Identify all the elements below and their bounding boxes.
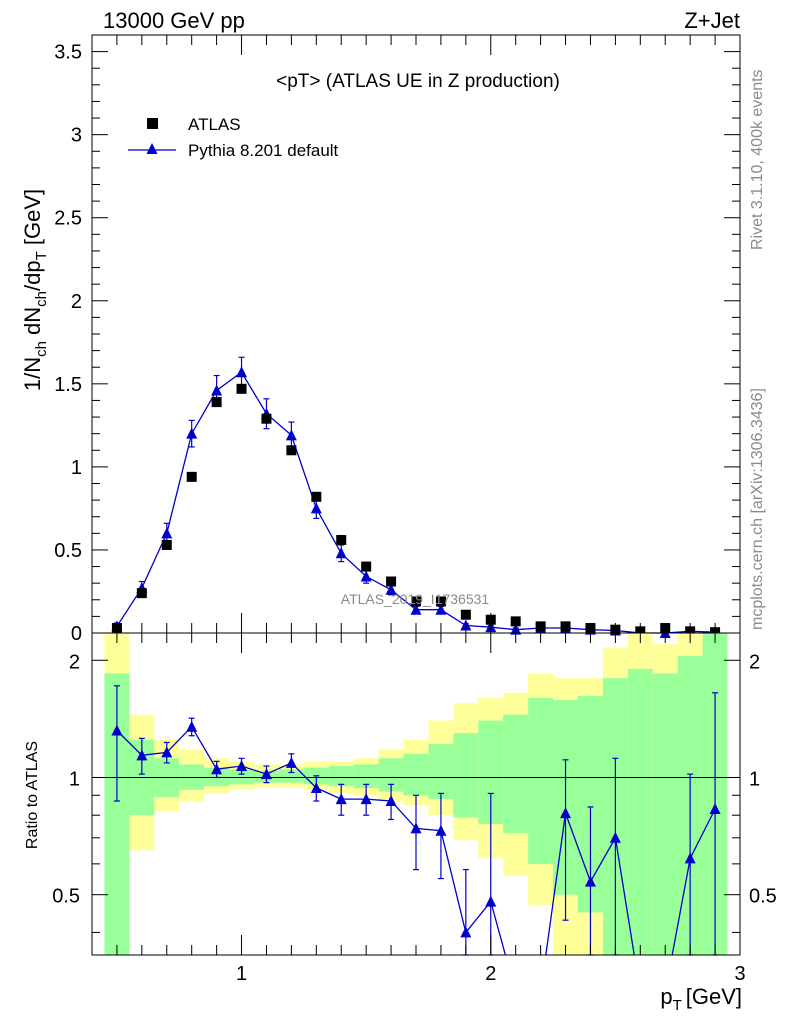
mc-point bbox=[186, 427, 198, 439]
data-point bbox=[261, 413, 272, 424]
header-right-label: Z+Jet bbox=[684, 8, 740, 33]
band-inner bbox=[229, 769, 254, 785]
ratio-tick-label: 1 bbox=[69, 768, 80, 790]
ratio-tick-label-right: 2 bbox=[749, 651, 760, 673]
chart-title: <pT> (ATLAS UE in Z production) bbox=[276, 71, 560, 92]
data-point bbox=[510, 616, 521, 627]
band-inner bbox=[403, 753, 429, 796]
ratio-tick-label-right: 1 bbox=[749, 768, 760, 790]
y-axis-label: 1/Nch dNch/dpT [GeV] bbox=[20, 189, 50, 391]
mc-point bbox=[161, 527, 173, 539]
data-point bbox=[361, 561, 372, 572]
band-inner bbox=[627, 668, 653, 955]
x-tick-label: 2 bbox=[485, 963, 496, 985]
x-tick-label: 1 bbox=[236, 963, 247, 985]
ratio-point bbox=[584, 875, 596, 887]
legend-mc-marker bbox=[146, 143, 158, 154]
ratio-axes bbox=[91, 632, 741, 956]
band-inner bbox=[328, 766, 354, 787]
band-inner bbox=[278, 769, 304, 783]
band-inner bbox=[428, 743, 454, 800]
band-inner bbox=[503, 714, 529, 834]
ratio-point bbox=[136, 749, 148, 761]
header-left-label: 13000 GeV pp bbox=[103, 8, 245, 33]
legend: ATLAS Pythia 8.201 default bbox=[128, 115, 339, 160]
mc-point bbox=[310, 502, 322, 514]
ratio-y-axis-label: Ratio to ATLAS bbox=[24, 741, 41, 849]
ratio-points-group bbox=[111, 685, 721, 956]
mcplots-label: mcplots.cern.ch [arXiv:1306.3436] bbox=[749, 388, 766, 630]
ratio-point bbox=[560, 807, 572, 819]
y-tick-label: 1.5 bbox=[54, 374, 82, 396]
data-point bbox=[460, 609, 471, 620]
ratio-tick-labels: 0.5 0.5 1 1 2 2 1 2 3 bbox=[52, 651, 777, 985]
data-point bbox=[186, 471, 197, 482]
mc-point bbox=[435, 603, 447, 615]
mc-point bbox=[410, 603, 422, 615]
band-inner bbox=[652, 673, 678, 955]
mc-point bbox=[360, 570, 372, 582]
mc-point bbox=[236, 366, 248, 378]
ratio-point bbox=[260, 768, 272, 780]
data-point bbox=[136, 588, 147, 599]
ratio-point bbox=[460, 926, 472, 938]
y-tick-label: 0.5 bbox=[54, 540, 82, 562]
ratio-point bbox=[609, 831, 621, 843]
ratio-point bbox=[709, 802, 721, 814]
y-tick-label: 1 bbox=[71, 457, 82, 479]
legend-mc-label: Pythia 8.201 default bbox=[188, 141, 339, 160]
x-axis-label: pT [GeV] bbox=[660, 984, 742, 1014]
ratio-point bbox=[435, 824, 447, 836]
ratio-tick-label: 0.5 bbox=[52, 886, 80, 908]
ratio-bands bbox=[104, 633, 728, 955]
ratio-point bbox=[360, 793, 372, 805]
ratio-point bbox=[385, 795, 397, 807]
ratio-point bbox=[186, 720, 198, 732]
ratio-tick-label: 2 bbox=[69, 651, 80, 673]
ratio-point bbox=[211, 763, 223, 775]
y-tick-label: 3.5 bbox=[54, 42, 82, 64]
mc-point bbox=[285, 429, 297, 441]
data-point bbox=[236, 383, 247, 394]
ratio-point bbox=[485, 895, 497, 907]
data-point bbox=[286, 445, 297, 456]
y-tick-label: 2 bbox=[71, 291, 82, 313]
data-point bbox=[336, 534, 347, 545]
x-tick-label: 3 bbox=[734, 963, 745, 985]
legend-data-marker bbox=[147, 118, 158, 129]
data-point bbox=[435, 596, 446, 607]
data-point bbox=[411, 596, 421, 607]
ratio-point bbox=[310, 781, 322, 793]
mc-point bbox=[385, 583, 397, 595]
ratio-point bbox=[111, 724, 123, 736]
band-inner bbox=[453, 733, 479, 818]
ratio-point bbox=[335, 793, 347, 805]
main-tick-labels: 0 0.5 1 1.5 2 2.5 3 3.5 bbox=[54, 42, 82, 645]
ratio-point bbox=[410, 822, 422, 834]
mc-point bbox=[211, 384, 223, 396]
data-point bbox=[386, 576, 397, 587]
data-point bbox=[311, 491, 322, 502]
main-panel bbox=[92, 35, 740, 633]
legend-data-label: ATLAS bbox=[188, 115, 241, 134]
mc-point bbox=[335, 547, 347, 559]
band-inner bbox=[528, 698, 554, 864]
y-tick-label: 3 bbox=[71, 125, 82, 147]
analysis-watermark: ATLAS_2019_I1736531 bbox=[341, 591, 490, 607]
ratio-tick-label-right: 0.5 bbox=[749, 886, 777, 908]
ratio-point bbox=[285, 756, 297, 768]
data-point bbox=[161, 539, 172, 550]
rivet-label: Rivet 3.1.10, 400k events bbox=[749, 69, 766, 250]
ratio-point bbox=[161, 746, 173, 758]
y-tick-label: 0 bbox=[71, 623, 82, 645]
y-tick-label: 2.5 bbox=[54, 208, 82, 230]
data-point bbox=[211, 397, 222, 408]
band-inner bbox=[353, 764, 379, 788]
ratio-point bbox=[236, 760, 248, 772]
ratio-point bbox=[684, 852, 696, 864]
